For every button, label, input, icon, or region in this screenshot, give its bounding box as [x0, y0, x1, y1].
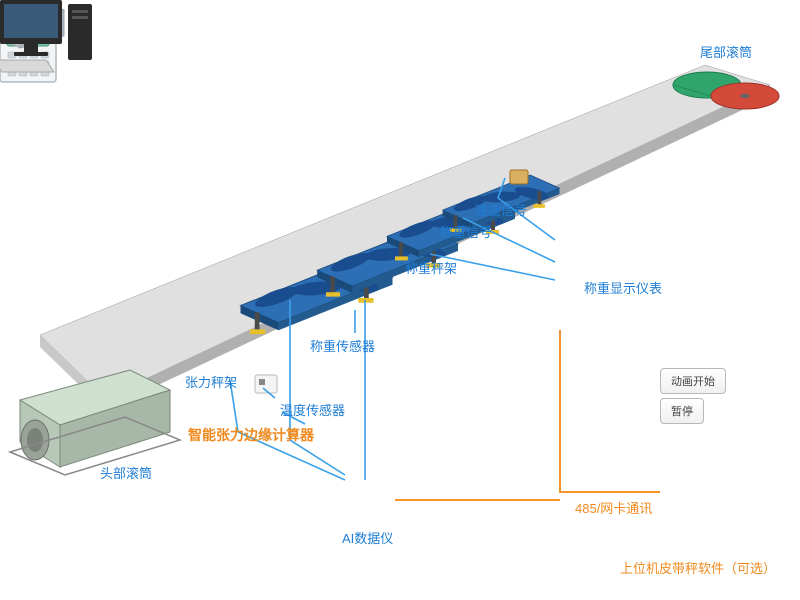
label-tail-drum: 尾部滚筒 [700, 42, 752, 61]
label-speed-signal: 速度信号 [475, 200, 527, 219]
label-comm-485: 485/网卡通讯 [575, 498, 652, 517]
pause-button[interactable]: 暂停 [660, 398, 704, 424]
label-tension-calc: 智能张力边缘计算器 [188, 425, 314, 445]
label-temp-sensor: 温度传感器 [280, 400, 345, 419]
label-weight-frame: 称重秤架 [405, 258, 457, 277]
svg-canvas [0, 0, 800, 600]
label-head-drum: 头部滚筒 [100, 463, 152, 482]
label-weight-signal: 称重信号 [440, 222, 492, 241]
label-ai-data: AI数据仪 [342, 528, 393, 547]
label-weight-sensor: 称重传感器 [310, 336, 375, 355]
animation-start-button[interactable]: 动画开始 [660, 368, 726, 394]
label-weight-indicator: 称重显示仪表 [584, 278, 662, 297]
label-pc-software: 上位机皮带秤软件（可选） [620, 558, 776, 577]
label-tension-frame: 张力秤架 [185, 372, 237, 391]
diagram-stage: 尾部滚筒 速度信号 称重信号 称重秤架 称重显示仪表 称重传感器 张力秤架 温度… [0, 0, 800, 600]
